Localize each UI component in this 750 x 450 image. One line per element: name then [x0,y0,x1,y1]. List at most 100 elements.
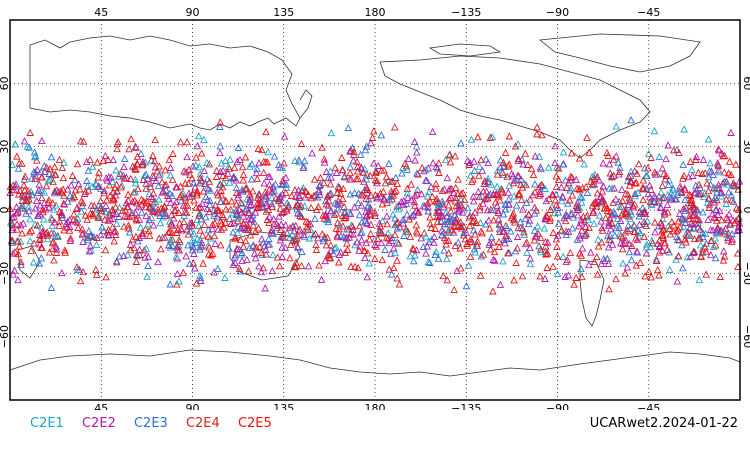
observation-triangle [425,187,433,196]
observation-triangle [144,220,152,228]
observation-triangle [313,193,322,201]
observation-triangle [634,188,642,196]
observation-triangle [714,210,722,218]
observation-triangle [86,155,94,163]
observation-triangle [552,182,561,191]
observation-triangle [53,232,62,240]
observation-triangle [18,229,26,237]
coast-south-america [579,259,605,327]
observation-triangle [513,244,522,252]
observation-triangle [188,221,196,229]
observation-triangle [134,237,142,245]
observation-triangle [668,191,677,199]
observation-triangle [169,149,177,157]
observation-triangle [648,236,656,244]
observation-triangle [387,270,396,278]
observation-triangle [254,224,263,232]
observation-triangle [81,211,90,219]
observation-triangle [531,180,539,188]
observation-triangle [446,184,454,193]
observation-triangle [240,220,248,228]
observation-triangle [337,232,345,240]
observation-triangle [489,255,497,263]
observation-triangle [13,220,21,228]
observation-triangle [83,215,91,223]
observation-triangle [206,196,214,204]
observation-triangle [196,226,204,234]
observation-triangle [400,231,408,239]
observation-triangle [501,148,510,156]
observation-triangle [36,201,45,209]
observation-triangle [468,177,476,185]
observation-triangle [251,227,260,235]
observation-triangle [242,184,250,192]
observation-triangle [431,224,439,232]
observation-triangle [292,258,300,266]
observation-triangle [338,194,347,203]
observation-triangle [293,205,301,213]
observation-triangle [724,215,733,223]
observation-triangle [432,162,440,171]
observation-triangle [630,221,639,229]
observation-triangle [662,154,670,163]
observation-triangle [592,199,600,207]
observation-triangle [610,184,619,192]
observation-triangle [173,246,182,254]
observation-triangle [439,272,448,280]
observation-triangle [626,207,635,215]
observation-triangle [14,249,23,258]
observation-triangle [262,250,270,258]
observation-triangle [494,206,502,215]
observation-triangle [347,262,355,270]
coast-arctic-islands [428,43,502,57]
observation-triangle [459,188,467,197]
observation-triangle [426,213,434,221]
observation-triangle [185,189,193,197]
observation-triangle [469,216,478,224]
observation-triangle [554,219,563,227]
observation-triangle [120,162,128,171]
observation-triangle [131,142,140,150]
observation-triangle [102,196,111,204]
observation-triangle [548,190,557,198]
observation-triangle [477,155,485,164]
observation-triangle [484,216,493,224]
observation-triangle [577,251,586,259]
observation-triangle [381,245,389,253]
observation-triangle [362,238,371,247]
observation-triangle [609,198,617,207]
observation-triangle [90,232,98,241]
observation-triangle [336,248,345,256]
observation-triangle [490,256,499,264]
observation-triangle [227,219,235,227]
observation-triangle [186,227,195,235]
observation-triangle [430,238,438,246]
observation-triangle [484,174,492,182]
observation-triangle [52,248,61,256]
observation-triangle [495,242,503,250]
observation-triangle [55,207,64,215]
observation-triangle [192,279,201,287]
observation-triangle [543,249,552,257]
observation-triangle [672,227,681,235]
observation-triangle [496,196,504,204]
observation-triangle [174,241,183,249]
observation-triangle [111,227,120,235]
observation-triangle [221,218,230,226]
observation-triangle [385,238,393,247]
observation-triangle [16,221,25,229]
observation-triangle [711,254,720,262]
observation-triangle [165,155,173,164]
observation-triangle [192,203,200,211]
observation-triangle [181,179,190,187]
observation-triangle [432,247,440,256]
observation-triangle [507,169,516,178]
observation-triangle [93,233,101,241]
observation-triangle [551,159,559,167]
observation-triangle [96,196,105,205]
observation-triangle [230,163,239,171]
observation-triangle [597,259,606,268]
observation-triangle [518,224,527,232]
observation-triangle [122,198,131,207]
observation-triangle [195,211,203,219]
